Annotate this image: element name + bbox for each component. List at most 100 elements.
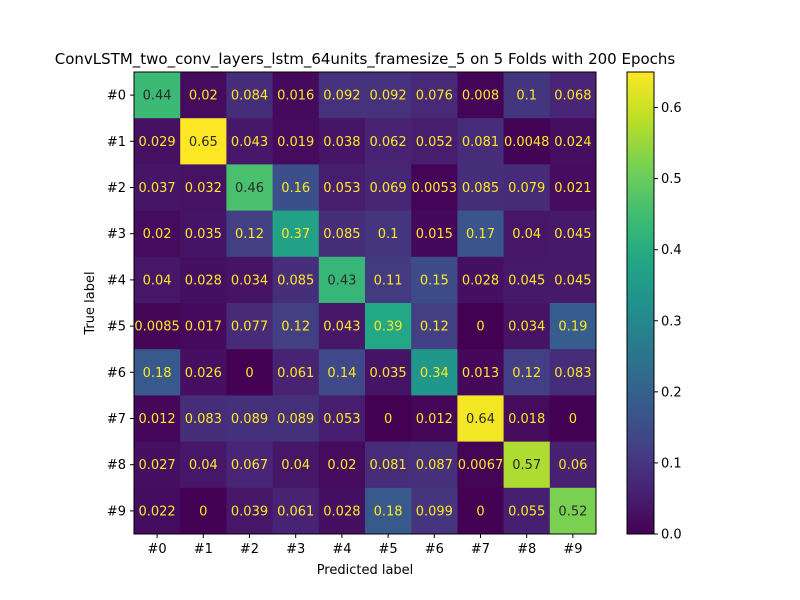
cell-value-label: 0.12 — [512, 366, 541, 381]
heatmap-cell — [457, 210, 505, 258]
cell-value-label: 0.11 — [374, 273, 403, 288]
heatmap-cell — [180, 72, 227, 119]
y-axis-label: True label — [83, 271, 98, 335]
colorbar-tick-label: 0.2 — [661, 385, 682, 400]
heatmap-cell — [365, 487, 412, 535]
heatmap-cell — [272, 210, 320, 258]
cell-value-label: 0.04 — [512, 227, 541, 242]
heatmap-cell — [365, 349, 412, 396]
heatmap-cell — [272, 256, 320, 304]
cell-value-label: 0.037 — [138, 181, 175, 196]
cell-value-label: 0.02 — [327, 458, 356, 473]
heatmap-cell — [549, 210, 597, 258]
cell-value-label: 0.19 — [558, 320, 587, 335]
heatmap-cell — [318, 349, 366, 396]
heatmap-cell — [134, 487, 181, 535]
heatmap-cell — [318, 72, 366, 119]
cell-value-label: 0.081 — [462, 135, 499, 150]
cell-value-label: 0.052 — [416, 135, 453, 150]
heatmap-cell — [549, 303, 597, 350]
cell-value-label: 0.085 — [462, 181, 499, 196]
cell-value-label: 0.46 — [235, 181, 264, 196]
heatmap-cell — [549, 487, 597, 535]
cell-value-label: 0.012 — [138, 412, 175, 427]
heatmap-cell — [226, 487, 274, 535]
heatmap-cell — [503, 164, 551, 212]
heatmap-cell — [180, 395, 227, 443]
colorbar-tick-label: 0.1 — [661, 456, 682, 471]
x-tick-label: #7 — [471, 542, 490, 557]
cell-value-label: 0 — [245, 366, 253, 381]
heatmap-cell — [365, 441, 412, 489]
cell-value-label: 0.069 — [369, 181, 406, 196]
cell-value-label: 0.14 — [327, 366, 356, 381]
cell-value-label: 0.12 — [420, 320, 449, 335]
cell-value-label: 0.44 — [143, 89, 172, 104]
cell-value-label: 0.038 — [323, 135, 360, 150]
cell-value-label: 0.039 — [231, 504, 268, 519]
heatmap-cell — [411, 487, 458, 535]
cell-value-label: 0.043 — [231, 135, 268, 150]
cell-value-label: 0.062 — [369, 135, 406, 150]
colorbar-tick-label: 0.3 — [661, 314, 682, 329]
cell-value-label: 0.04 — [189, 458, 218, 473]
heatmap-cell — [134, 303, 181, 350]
colorbar-tick-label: 0.0 — [661, 528, 682, 543]
heatmap-cell — [365, 395, 412, 443]
y-tick-label: #5 — [107, 320, 126, 335]
heatmap-cell — [134, 118, 181, 165]
cell-value-label: 0.061 — [277, 504, 314, 519]
heatmap-cell — [503, 441, 551, 489]
cell-value-label: 0.1 — [516, 89, 537, 104]
cell-value-label: 0.092 — [323, 89, 360, 104]
cell-value-label: 0.015 — [416, 227, 453, 242]
cell-value-label: 0 — [199, 504, 207, 519]
cell-value-label: 0.17 — [466, 227, 495, 242]
cell-value-label: 0.39 — [374, 320, 403, 335]
cell-value-label: 0.024 — [554, 135, 591, 150]
cell-value-label: 0.043 — [323, 320, 360, 335]
y-tick-label: #1 — [107, 135, 126, 150]
heatmap-cell — [457, 164, 505, 212]
x-tick-label: #3 — [286, 542, 305, 557]
cell-value-label: 0.028 — [185, 273, 222, 288]
heatmap-cell — [411, 441, 458, 489]
cell-value-label: 0.035 — [185, 227, 222, 242]
x-tick-label: #4 — [332, 542, 351, 557]
cell-value-label: 0.017 — [185, 320, 222, 335]
heatmap-cell — [549, 395, 597, 443]
cell-value-label: 0.57 — [512, 458, 541, 473]
heatmap-cell — [272, 164, 320, 212]
heatmap-cell — [272, 395, 320, 443]
y-tick-label: #7 — [107, 412, 126, 427]
heatmap-cell — [180, 441, 227, 489]
heatmap-cell — [180, 164, 227, 212]
heatmap-cell — [549, 256, 597, 304]
cell-value-label: 0.0048 — [504, 135, 550, 150]
cell-value-label: 0.021 — [554, 181, 591, 196]
heatmap-cell — [365, 118, 412, 165]
cell-value-label: 0.012 — [416, 412, 453, 427]
heatmap-cell — [411, 210, 458, 258]
cell-value-label: 0.092 — [369, 89, 406, 104]
heatmap-cell — [457, 256, 505, 304]
cell-value-label: 0 — [384, 412, 392, 427]
cell-value-label: 0.045 — [508, 273, 545, 288]
heatmap-cell — [226, 72, 274, 119]
heatmap-cell — [457, 118, 505, 165]
heatmap-cell — [503, 256, 551, 304]
heatmap-cell — [226, 256, 274, 304]
heatmap-cell — [272, 441, 320, 489]
cell-value-label: 0.084 — [231, 89, 268, 104]
x-tick-label: #0 — [148, 542, 167, 557]
cell-value-label: 0.053 — [323, 412, 360, 427]
heatmap-cell — [457, 395, 505, 443]
x-tick-label: #8 — [517, 542, 536, 557]
cell-value-label: 0.089 — [231, 412, 268, 427]
y-tick-label: #2 — [107, 181, 126, 196]
cell-value-label: 0.0053 — [412, 181, 458, 196]
cell-value-label: 0.022 — [138, 504, 175, 519]
cell-value-label: 0.18 — [374, 504, 403, 519]
cell-value-label: 0.045 — [554, 273, 591, 288]
